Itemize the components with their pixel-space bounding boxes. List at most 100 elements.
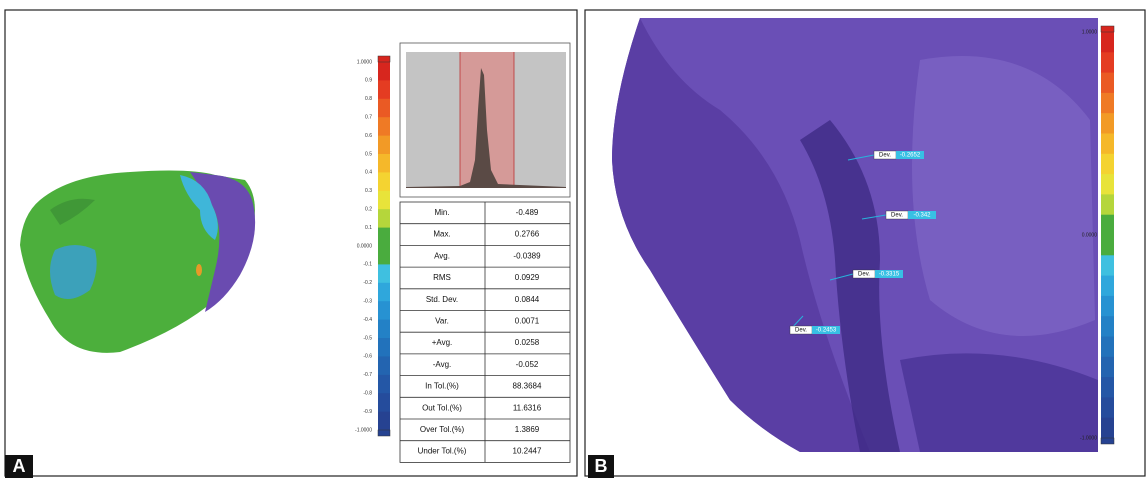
scale-label: 0.9 xyxy=(365,78,372,84)
scale-segment xyxy=(378,320,390,339)
scale-label: -0.5 xyxy=(363,335,372,341)
scale-segment xyxy=(1101,337,1114,358)
row-value: 0.0844 xyxy=(515,295,540,304)
row-label: Over Tol.(%) xyxy=(420,425,465,434)
scale-label: -1.0000 xyxy=(1080,435,1097,441)
row-value: 0.0929 xyxy=(515,273,540,282)
scale-label: 1.0000 xyxy=(357,59,373,65)
scale-end xyxy=(1101,438,1114,444)
scale-segment xyxy=(378,154,390,173)
scale-segment xyxy=(378,375,390,394)
scale-label: 0.0000 xyxy=(1082,232,1098,238)
scale-label: 0.0000 xyxy=(357,243,373,249)
scale-label: 0.3 xyxy=(365,188,372,194)
scale-segment xyxy=(1101,296,1114,317)
row-value: 10.2447 xyxy=(513,447,542,456)
scale-segment xyxy=(1101,255,1114,276)
scale-segment xyxy=(378,393,390,412)
scale-label: 0.8 xyxy=(365,96,372,102)
row-value: 0.2766 xyxy=(515,230,540,239)
row-value: 0.0258 xyxy=(515,338,540,347)
scale-segment xyxy=(378,99,390,118)
scale-segment xyxy=(378,246,390,265)
histogram xyxy=(400,43,570,197)
row-label: RMS xyxy=(433,273,451,282)
row-label: Under Tol.(%) xyxy=(418,447,467,456)
scale-segment xyxy=(1101,316,1114,337)
scale-label: -0.9 xyxy=(363,409,372,415)
scale-segment xyxy=(378,228,390,247)
panel-letter: B xyxy=(595,456,608,476)
row-value: -0.489 xyxy=(516,208,539,217)
label-key: Dev. xyxy=(879,153,891,159)
scale-segment xyxy=(1101,52,1114,73)
scale-end xyxy=(378,56,390,62)
label-key: Dev. xyxy=(795,328,807,334)
scale-segment xyxy=(1101,418,1114,439)
scale-label: -0.6 xyxy=(363,354,372,360)
scale-segment xyxy=(378,136,390,155)
label-value: -0.3315 xyxy=(879,272,900,278)
scale-label: 0.6 xyxy=(365,133,372,139)
scale-segment xyxy=(378,117,390,136)
row-label: Out Tol.(%) xyxy=(422,403,462,412)
scale-label: -0.8 xyxy=(363,391,372,397)
scale-label: -1.0000 xyxy=(355,427,372,433)
scale-end xyxy=(378,430,390,436)
scale-segment xyxy=(1101,73,1114,94)
figure: 1.00000.90.80.70.60.50.40.30.20.10.0000-… xyxy=(0,0,1147,478)
scale-segment xyxy=(378,301,390,320)
scale-segment xyxy=(1101,32,1114,53)
scale-segment xyxy=(1101,154,1114,175)
row-label: -Avg. xyxy=(433,360,452,369)
label-value: -0.2453 xyxy=(816,328,837,334)
scale-segment xyxy=(1101,276,1114,297)
row-value: 88.3684 xyxy=(513,382,542,391)
panel-letter: A xyxy=(13,456,26,476)
scale-segment xyxy=(1101,397,1114,418)
scale-label: -0.4 xyxy=(363,317,372,323)
scale-segment xyxy=(378,62,390,81)
scale-label: 0.7 xyxy=(365,115,372,121)
row-label: Max. xyxy=(433,230,450,239)
scale-segment xyxy=(378,80,390,99)
scale-segment xyxy=(1101,357,1114,378)
scale-segment xyxy=(1101,174,1114,195)
row-value: 1.3869 xyxy=(515,425,540,434)
scale-segment xyxy=(378,209,390,228)
scale-segment xyxy=(378,338,390,357)
row-value: 11.6316 xyxy=(513,403,542,412)
scale-segment xyxy=(1101,134,1114,155)
label-key: Dev. xyxy=(858,272,870,278)
scale-label: 0.1 xyxy=(365,225,372,231)
row-label: Var. xyxy=(435,316,449,325)
scale-label: -0.2 xyxy=(363,280,372,286)
label-key: Dev. xyxy=(891,213,903,219)
scale-label: 0.5 xyxy=(365,151,372,157)
scale-segment xyxy=(378,172,390,191)
row-label: Min. xyxy=(434,208,449,217)
scale-segment xyxy=(378,191,390,210)
scale-end xyxy=(1101,26,1114,32)
scale-label: -0.7 xyxy=(363,372,372,378)
scale-segment xyxy=(1101,113,1114,134)
scale-label: -0.3 xyxy=(363,299,372,305)
scale-segment xyxy=(378,264,390,283)
row-value: 0.0071 xyxy=(515,316,540,325)
row-label: +Avg. xyxy=(432,338,453,347)
row-label: Avg. xyxy=(434,251,450,260)
row-label: Std. Dev. xyxy=(426,295,458,304)
scale-segment xyxy=(1101,235,1114,256)
scale-segment xyxy=(1101,377,1114,398)
scale-segment xyxy=(378,283,390,302)
scale-label: -0.1 xyxy=(363,262,372,268)
label-value: -0.342 xyxy=(913,213,931,219)
scale-segment xyxy=(1101,215,1114,236)
scale-label: 1.0000 xyxy=(1082,29,1098,35)
scale-segment xyxy=(378,356,390,375)
row-value: -0.052 xyxy=(516,360,539,369)
row-label: In Tol.(%) xyxy=(425,382,459,391)
scale-segment xyxy=(1101,194,1114,215)
scale-label: 0.4 xyxy=(365,170,372,176)
